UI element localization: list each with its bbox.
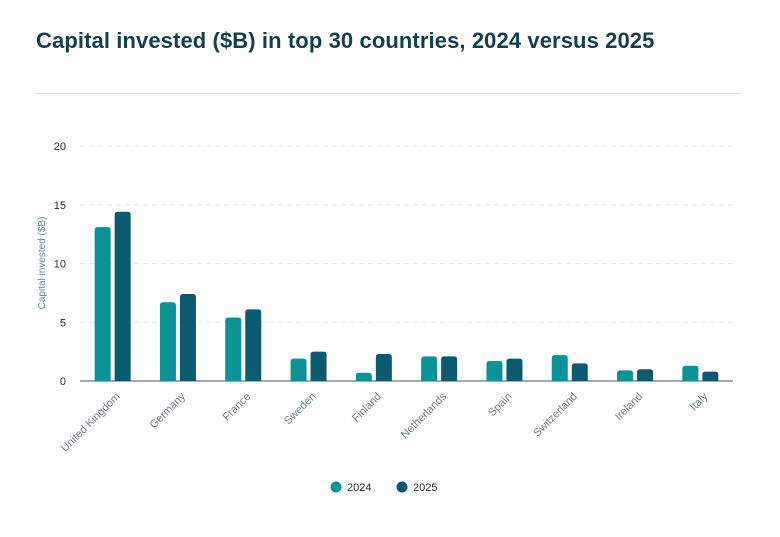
bar-2024-united-kingdom <box>94 227 111 381</box>
bar-2024-sweden <box>290 358 307 381</box>
title-divider <box>36 93 740 94</box>
bar-2024-netherlands <box>421 356 438 381</box>
legend-label-2024: 2024 <box>347 482 371 494</box>
bar-2025-finland <box>375 353 392 381</box>
bar-2025-netherlands <box>441 356 458 381</box>
y-tick-label: 0 <box>60 376 66 388</box>
bar-2025-ireland <box>637 369 654 381</box>
bar-2025-spain <box>506 358 523 381</box>
x-category-label: United Kingdom <box>59 391 123 455</box>
x-category-label: Germany <box>148 390 189 431</box>
y-axis-label: Capital invested ($B) <box>37 217 48 310</box>
chart-title: Capital invested ($B) in top 30 countrie… <box>36 28 655 53</box>
bar-2024-italy <box>682 365 699 381</box>
x-category-label: Ireland <box>613 391 645 423</box>
bar-2024-ireland <box>617 370 634 381</box>
legend-label-2025: 2025 <box>413 482 437 494</box>
bar-2024-spain <box>486 361 503 381</box>
bar-2025-united-kingdom <box>114 211 131 381</box>
y-tick-label: 5 <box>60 317 66 329</box>
x-category-label: Italy <box>688 390 711 413</box>
x-category-label: Netherlands <box>399 390 450 441</box>
bar-2024-germany <box>159 302 176 381</box>
y-tick-label: 15 <box>54 200 66 212</box>
y-tick-label: 20 <box>54 141 66 153</box>
legend-swatch-2024 <box>330 481 342 493</box>
x-category-label: Finland <box>350 391 384 425</box>
y-tick-label: 10 <box>54 259 66 271</box>
x-category-label: France <box>221 391 254 424</box>
bar-2025-sweden <box>310 351 327 381</box>
x-category-label: Spain <box>486 391 514 419</box>
bar-2024-finland <box>355 372 372 381</box>
bar-2025-switzerland <box>571 363 588 381</box>
bar-2025-italy <box>702 371 719 381</box>
bar-2024-switzerland <box>551 355 568 381</box>
legend-swatch-2025 <box>396 481 408 493</box>
x-category-label: Sweden <box>282 391 319 428</box>
bar-2025-france <box>245 309 262 381</box>
bar-2024-france <box>225 317 242 381</box>
bar-2025-germany <box>179 294 196 381</box>
x-category-label: Switzerland <box>531 391 580 440</box>
